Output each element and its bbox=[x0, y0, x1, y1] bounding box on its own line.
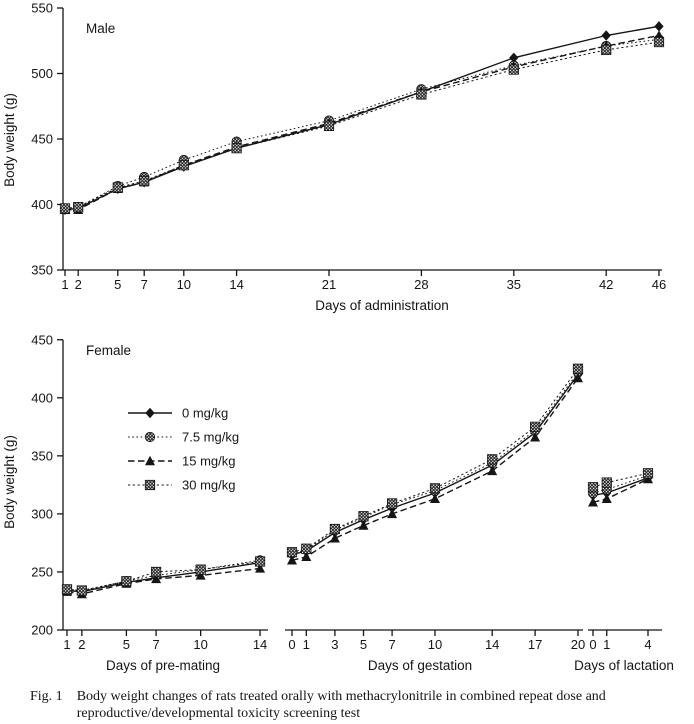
svg-text:550: 550 bbox=[31, 1, 53, 16]
svg-text:350: 350 bbox=[31, 263, 53, 278]
svg-text:35: 35 bbox=[507, 277, 521, 292]
svg-text:5: 5 bbox=[360, 637, 367, 652]
female-markers-30-mg-kg bbox=[61, 363, 654, 596]
svg-text:46: 46 bbox=[652, 277, 666, 292]
svg-text:10: 10 bbox=[193, 637, 207, 652]
svg-text:Days of administration: Days of administration bbox=[315, 298, 449, 313]
figure-caption: Fig. 1 Body weight changes of rats treat… bbox=[0, 685, 694, 722]
svg-text:10: 10 bbox=[428, 637, 442, 652]
male-y-axis: 350 400 450 500 550 bbox=[31, 1, 64, 278]
svg-text:20: 20 bbox=[571, 637, 585, 652]
caption-tag: Fig. 1 bbox=[30, 689, 63, 704]
svg-text:450: 450 bbox=[31, 132, 53, 147]
female-panel-title: Female bbox=[86, 343, 131, 358]
male-line-7-5-mg-kg bbox=[64, 38, 660, 209]
svg-text:7: 7 bbox=[152, 637, 159, 652]
male-markers-30-mg-kg bbox=[59, 36, 665, 214]
female-y-axis-title: Body weight (g) bbox=[2, 435, 17, 529]
svg-text:Days of gestation: Days of gestation bbox=[368, 658, 472, 673]
svg-text:450: 450 bbox=[31, 332, 53, 347]
svg-text:200: 200 bbox=[31, 623, 53, 638]
female-line-7-5-mg-kg bbox=[66, 559, 261, 592]
caption-text: Body weight changes of rats treated oral… bbox=[77, 688, 606, 722]
legend-label-30-mg-kg: 30 mg/kg bbox=[182, 478, 235, 493]
legend-label-0-mg-kg: 0 mg/kg bbox=[182, 406, 228, 421]
female-line-15-mg-kg bbox=[66, 567, 261, 595]
female-x-axis-days-of-pre-mating: 1 2 5 7 10 14 Days of pre-mating bbox=[63, 629, 268, 673]
svg-text:7: 7 bbox=[388, 637, 395, 652]
svg-text:0: 0 bbox=[589, 637, 596, 652]
caption-line-1: Body weight changes of rats treated oral… bbox=[76, 689, 606, 704]
legend-label-15-mg-kg: 15 mg/kg bbox=[182, 454, 235, 469]
male-markers-0-mg-kg bbox=[60, 21, 664, 215]
svg-text:1: 1 bbox=[63, 637, 70, 652]
svg-text:2: 2 bbox=[78, 637, 85, 652]
svg-text:0: 0 bbox=[288, 637, 295, 652]
svg-text:28: 28 bbox=[414, 277, 428, 292]
female-line-0-mg-kg bbox=[592, 477, 649, 496]
svg-text:5: 5 bbox=[114, 277, 121, 292]
svg-text:1: 1 bbox=[603, 637, 610, 652]
male-line-15-mg-kg bbox=[65, 34, 660, 211]
svg-text:Days of pre-mating: Days of pre-mating bbox=[106, 658, 220, 673]
svg-text:400: 400 bbox=[31, 197, 53, 212]
male-chart: 350 400 450 500 550 Body weight (g) 1 2 5 7 10 14 21… bbox=[2, 1, 666, 314]
svg-text:42: 42 bbox=[599, 277, 613, 292]
svg-text:350: 350 bbox=[31, 448, 53, 463]
female-line-7-5-mg-kg bbox=[592, 475, 649, 494]
female-x-axis-days-of-gestation: 0 1 3 5 7 10 14 17 20 Days of gestation bbox=[285, 629, 585, 673]
svg-text:3: 3 bbox=[331, 637, 338, 652]
female-y-axis: 200 250 300 350 400 450 bbox=[31, 332, 64, 638]
svg-text:21: 21 bbox=[322, 277, 336, 292]
female-line-7-5-mg-kg bbox=[291, 372, 579, 554]
legend: 0 mg/kg 7.5 mg/kg 15 mg/kg 30 mg/kg bbox=[128, 406, 239, 493]
svg-text:4: 4 bbox=[644, 637, 651, 652]
svg-text:2: 2 bbox=[75, 277, 82, 292]
svg-text:14: 14 bbox=[253, 637, 267, 652]
male-panel-title: Male bbox=[86, 21, 115, 36]
svg-text:1: 1 bbox=[61, 277, 68, 292]
svg-text:10: 10 bbox=[177, 277, 191, 292]
svg-text:7: 7 bbox=[141, 277, 148, 292]
svg-text:500: 500 bbox=[31, 66, 53, 81]
female-line-30-mg-kg bbox=[66, 561, 261, 592]
male-markers-7-5-mg-kg bbox=[59, 34, 665, 214]
svg-text:5: 5 bbox=[123, 637, 130, 652]
svg-text:17: 17 bbox=[528, 637, 542, 652]
svg-text:250: 250 bbox=[31, 564, 53, 579]
female-x-axis-days-of-lactation: 0 1 4 Days of lactation bbox=[574, 629, 674, 673]
svg-text:300: 300 bbox=[31, 506, 53, 521]
male-line-30-mg-kg bbox=[64, 41, 660, 209]
svg-text:14: 14 bbox=[485, 637, 499, 652]
male-x-axis-days-of-administration: 1 2 5 7 10 14 21 28 35 42 46 Days of administration bbox=[61, 269, 666, 313]
male-markers-15-mg-kg bbox=[60, 30, 664, 214]
male-y-axis-title: Body weight (g) bbox=[2, 93, 17, 187]
female-markers-15-mg-kg bbox=[62, 372, 653, 599]
svg-text:Days of lactation: Days of lactation bbox=[574, 658, 674, 673]
svg-text:1: 1 bbox=[303, 637, 310, 652]
svg-text:400: 400 bbox=[31, 390, 53, 405]
caption-line-2: reproductive/developmental toxicity scre… bbox=[76, 706, 361, 722]
legend-label-7-5-mg-kg: 7.5 mg/kg bbox=[182, 430, 239, 445]
svg-text:14: 14 bbox=[229, 277, 243, 292]
